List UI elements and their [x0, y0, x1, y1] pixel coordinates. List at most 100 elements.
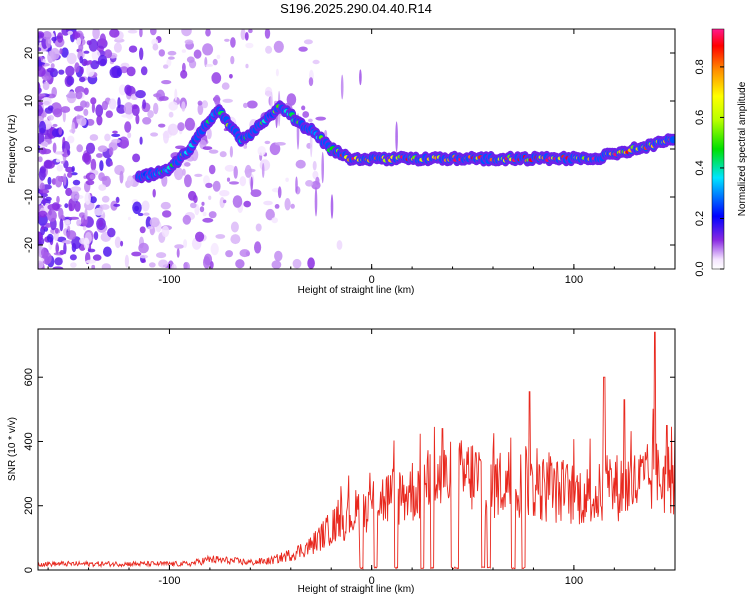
noise-speck: [120, 240, 124, 247]
noise-speck: [39, 166, 47, 174]
colorbar-axis: 0.0 0.2 0.4 0.6 0.8: [694, 59, 724, 277]
noise-speck: [86, 40, 92, 46]
noise-speck: [240, 29, 246, 41]
noise-speck: [209, 261, 214, 269]
noise-speck: [292, 258, 302, 269]
noise-speck: [229, 146, 233, 158]
noise-speck: [47, 204, 58, 211]
noise-speck: [211, 72, 222, 84]
noise-speck: [124, 84, 132, 95]
noise-speck: [215, 234, 226, 239]
snr-series-line: [38, 331, 675, 570]
noise-speck: [271, 217, 279, 224]
noise-streak: [395, 121, 398, 153]
noise-speck: [230, 37, 236, 48]
noise-speck: [183, 239, 188, 248]
noise-speck: [147, 110, 154, 119]
noise-speck: [95, 104, 104, 117]
spectrogram-layer: [38, 29, 675, 269]
noise-speck: [163, 130, 169, 144]
noise-speck: [263, 200, 273, 206]
noise-speck: [71, 122, 76, 134]
noise-speck: [68, 198, 76, 212]
noise-speck: [259, 159, 271, 171]
noise-speck: [70, 262, 77, 268]
noise-speck: [99, 204, 104, 212]
noise-speck: [245, 63, 249, 69]
x-tick-label: 0: [369, 274, 375, 286]
noise-speck: [312, 160, 317, 171]
noise-speck: [228, 181, 240, 185]
noise-speck: [78, 117, 87, 126]
noise-speck: [41, 97, 52, 106]
noise-speck: [193, 49, 202, 59]
noise-speck: [40, 141, 49, 146]
noise-speck: [223, 199, 227, 204]
noise-speck: [68, 216, 80, 220]
noise-speck: [254, 241, 262, 254]
noise-speck: [210, 242, 219, 256]
noise-speck: [128, 45, 138, 53]
noise-speck: [212, 58, 218, 66]
noise-speck: [305, 180, 314, 187]
noise-speck: [175, 145, 186, 150]
noise-speck: [255, 223, 262, 232]
noise-speck: [168, 111, 174, 118]
noise-speck: [213, 94, 221, 105]
noise-speck: [135, 90, 146, 99]
noise-speck: [219, 151, 227, 158]
noise-speck: [243, 102, 248, 109]
noise-speck: [99, 160, 104, 172]
y-tick-label: 200: [23, 497, 35, 515]
noise-speck: [109, 66, 120, 78]
noise-speck: [42, 31, 52, 40]
noise-speck: [235, 259, 245, 269]
noise-speck: [113, 42, 122, 53]
y-tick-label: 0: [23, 146, 35, 152]
noise-speck: [67, 225, 71, 232]
noise-speck: [96, 153, 103, 158]
noise-speck: [54, 175, 63, 188]
noise-speck: [84, 208, 88, 221]
noise-speck: [301, 105, 306, 111]
noise-speck: [116, 67, 122, 77]
noise-speck: [161, 225, 170, 238]
noise-speck: [60, 160, 65, 164]
noise-speck: [131, 104, 140, 116]
noise-speck: [105, 110, 114, 118]
noise-streak: [261, 163, 265, 178]
noise-speck: [298, 46, 308, 52]
noise-speck: [250, 189, 262, 198]
colorbar-tick-label: 0.4: [694, 160, 706, 175]
noise-speck: [76, 144, 83, 153]
noise-speck: [56, 164, 63, 172]
noise-speck: [190, 202, 197, 209]
noise-speck: [290, 203, 295, 209]
noise-speck: [177, 122, 185, 132]
noise-speck: [59, 250, 65, 255]
noise-speck: [274, 142, 286, 146]
noise-speck: [97, 54, 108, 67]
y-tick-label: -10: [23, 189, 35, 205]
noise-speck: [230, 234, 241, 245]
y-tick-label: 10: [23, 95, 35, 107]
noise-speck: [174, 244, 185, 249]
noise-speck: [83, 237, 90, 250]
noise-speck: [315, 116, 327, 121]
noise-speck: [39, 189, 50, 194]
noise-speck: [162, 210, 172, 218]
noise-speck: [202, 211, 207, 217]
noise-speck: [58, 207, 64, 220]
noise-speck: [205, 182, 213, 189]
noise-speck: [307, 257, 315, 269]
noise-speck: [78, 43, 84, 52]
noise-speck: [38, 104, 44, 116]
noise-speck: [126, 175, 134, 187]
noise-speck: [194, 173, 203, 177]
noise-speck: [98, 184, 107, 191]
noise-speck: [274, 250, 283, 262]
noise-speck: [295, 159, 306, 169]
noise-speck: [49, 126, 54, 139]
noise-speck: [168, 56, 175, 60]
noise-speck: [142, 99, 147, 110]
